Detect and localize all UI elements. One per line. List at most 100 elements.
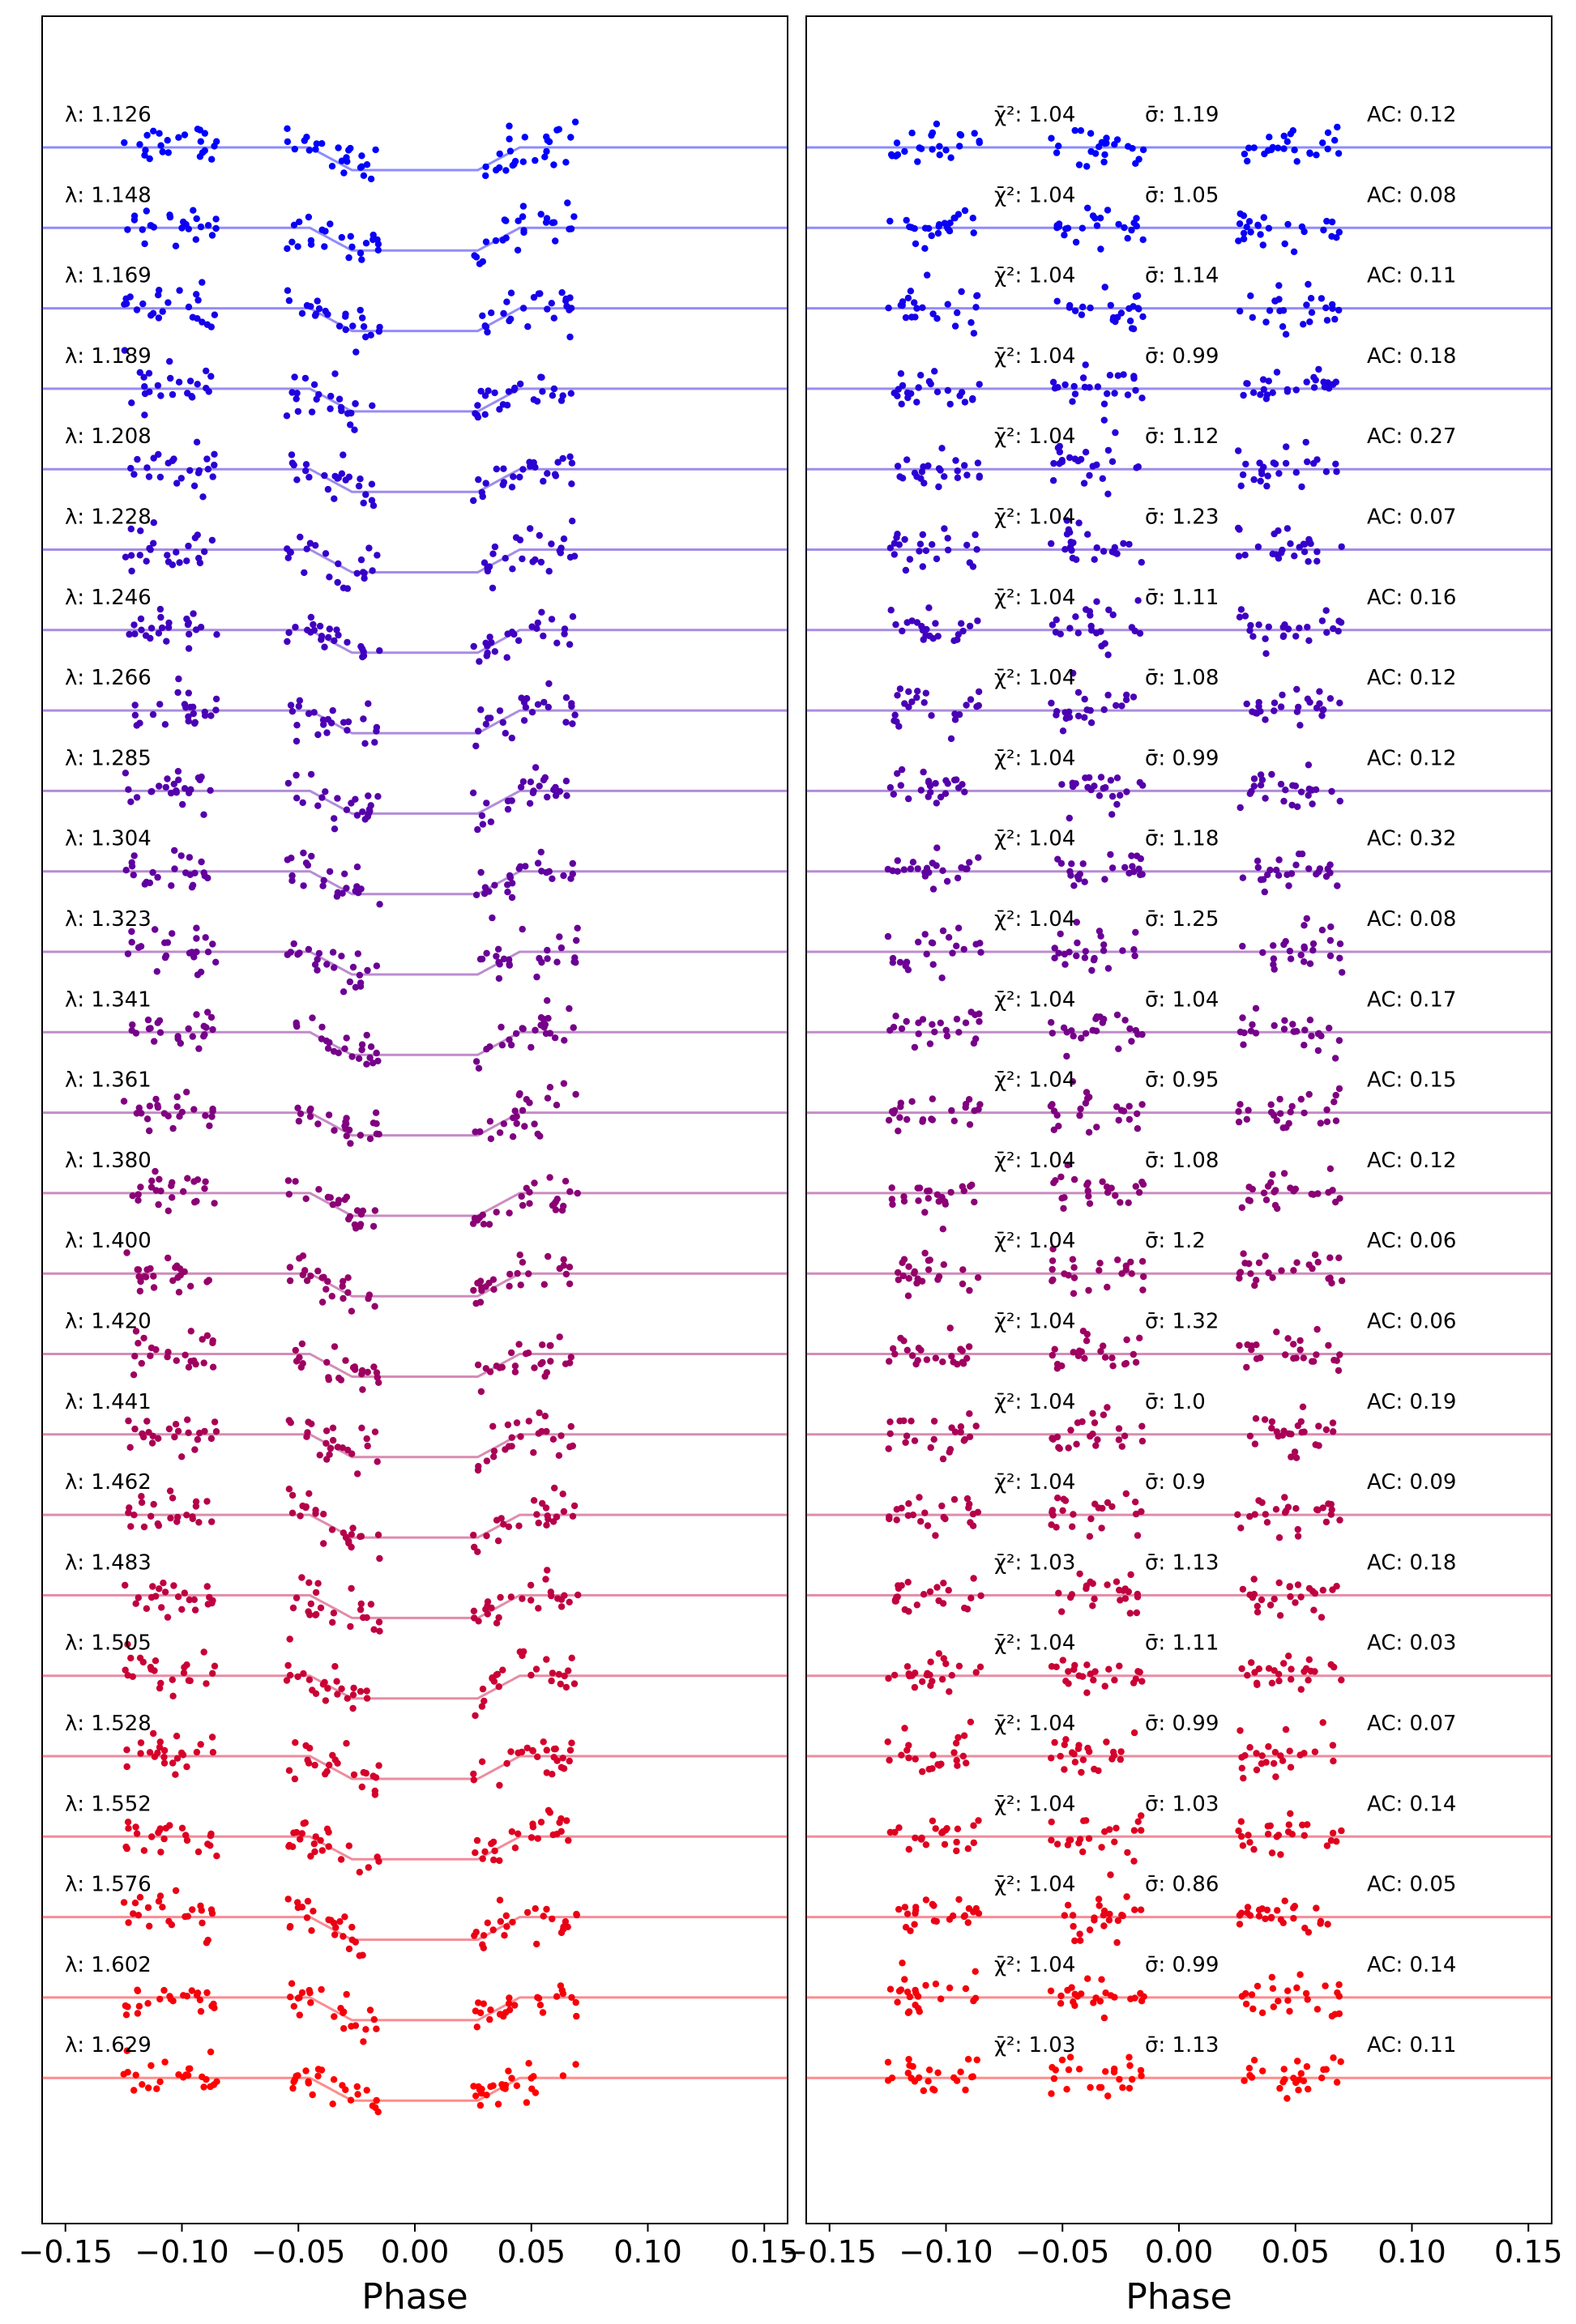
data-point xyxy=(1140,1273,1147,1281)
data-point xyxy=(313,1610,320,1618)
data-point xyxy=(549,1669,557,1677)
data-point xyxy=(1075,1672,1083,1679)
data-point xyxy=(1084,204,1091,211)
data-point xyxy=(1311,1251,1319,1259)
data-point xyxy=(1243,224,1250,231)
data-point xyxy=(498,1042,506,1049)
data-point xyxy=(1275,1670,1283,1678)
data-point xyxy=(530,2073,537,2080)
light-curve-row: χ̄²: 1.04 σ̄: 1.08 AC: 0.12 xyxy=(806,1149,1552,1233)
data-point xyxy=(329,1424,337,1432)
data-point xyxy=(935,1650,943,1657)
data-point xyxy=(560,535,568,543)
data-point xyxy=(1323,1106,1330,1114)
data-point xyxy=(1075,161,1083,168)
data-point xyxy=(126,630,133,638)
data-point xyxy=(1326,695,1335,702)
data-point xyxy=(905,1845,913,1853)
light-curve-row: χ̄²: 1.04 σ̄: 1.05 AC: 0.08 xyxy=(806,183,1552,255)
data-point xyxy=(483,1457,491,1465)
data-point xyxy=(314,1580,322,1587)
data-point xyxy=(971,130,978,137)
data-point xyxy=(124,2003,131,2011)
data-point xyxy=(891,551,899,558)
data-point xyxy=(1048,539,1055,548)
data-point xyxy=(1058,1608,1066,1615)
data-point xyxy=(1097,628,1104,635)
data-point xyxy=(1081,878,1088,885)
data-point xyxy=(1122,1490,1130,1498)
data-point xyxy=(1123,788,1130,795)
data-point xyxy=(1255,621,1262,629)
data-point xyxy=(165,1425,173,1433)
data-point xyxy=(142,1273,150,1281)
data-point xyxy=(1335,150,1343,157)
data-point xyxy=(1235,1118,1243,1126)
data-point xyxy=(556,933,563,940)
data-point xyxy=(186,854,194,861)
data-point xyxy=(1101,151,1108,159)
data-point xyxy=(1100,785,1107,792)
data-point xyxy=(566,1188,574,1196)
data-point xyxy=(1306,318,1313,326)
data-point xyxy=(936,143,943,150)
data-point xyxy=(901,1725,908,1732)
data-point xyxy=(499,2011,507,2019)
data-point xyxy=(178,1108,186,1116)
data-point xyxy=(1313,548,1321,556)
light-curve-row: χ̄²: 1.04 σ̄: 0.9 AC: 0.09 xyxy=(806,1470,1552,1542)
chi2-label: χ̄²: 1.03 xyxy=(994,1550,1075,1575)
light-curve-row: χ̄²: 1.04 σ̄: 1.18 AC: 0.32 xyxy=(806,827,1552,896)
data-point xyxy=(1269,1985,1277,1992)
data-point xyxy=(349,322,357,330)
data-point xyxy=(567,875,574,882)
data-point xyxy=(935,465,943,472)
data-point xyxy=(959,1280,967,1288)
data-point xyxy=(126,1504,133,1512)
data-point xyxy=(559,1755,566,1762)
data-point xyxy=(552,237,559,245)
data-point xyxy=(164,459,172,467)
data-point xyxy=(1120,539,1127,548)
data-point xyxy=(1105,1665,1113,1673)
data-point xyxy=(494,2100,502,2108)
data-point xyxy=(203,1498,211,1505)
data-point xyxy=(174,768,182,775)
data-point xyxy=(328,1526,336,1533)
data-point xyxy=(125,1919,132,1926)
data-point xyxy=(1138,1437,1147,1445)
data-point xyxy=(1138,871,1146,878)
data-point xyxy=(182,1351,189,1359)
x-tick-label: −0.15 xyxy=(19,2234,113,2270)
data-point xyxy=(539,1499,546,1507)
data-point xyxy=(183,1836,191,1844)
data-point xyxy=(472,742,480,750)
data-point xyxy=(204,222,212,229)
data-point xyxy=(944,301,951,308)
data-point xyxy=(212,706,220,714)
data-point xyxy=(171,865,178,872)
data-point xyxy=(974,459,982,467)
data-point xyxy=(969,563,977,570)
data-point xyxy=(1263,1906,1271,1914)
data-point xyxy=(315,305,323,313)
data-point xyxy=(961,462,968,469)
data-point xyxy=(346,978,354,986)
data-point xyxy=(1125,869,1133,877)
data-point xyxy=(155,1435,162,1443)
data-point xyxy=(1127,1571,1134,1579)
data-point xyxy=(568,1739,575,1746)
data-point xyxy=(490,1448,498,1455)
data-point xyxy=(933,555,941,563)
data-point xyxy=(548,300,555,307)
data-point xyxy=(1102,2068,1109,2075)
data-point xyxy=(124,1640,131,1648)
data-point xyxy=(1126,1025,1134,1033)
data-point xyxy=(298,1574,305,1581)
data-point xyxy=(506,135,513,143)
data-point xyxy=(946,1324,954,1332)
data-point xyxy=(505,2000,513,2007)
data-point xyxy=(1255,1665,1263,1673)
data-point xyxy=(963,701,970,709)
sigma-label: σ̄: 1.12 xyxy=(1145,424,1219,449)
